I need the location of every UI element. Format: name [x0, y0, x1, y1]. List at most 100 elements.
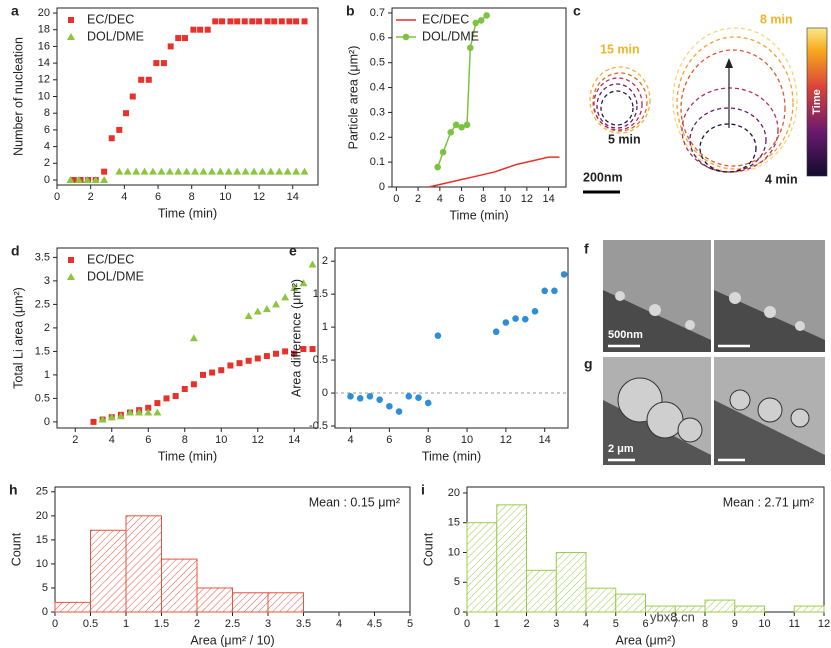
marker [283, 167, 292, 175]
marker [245, 357, 252, 364]
plot-frame [391, 7, 567, 188]
marker [129, 93, 136, 100]
bar [54, 601, 91, 613]
panel-letter: a [11, 3, 19, 19]
marker [182, 167, 191, 175]
legend-label: DOL/DME [87, 29, 144, 43]
x-axis-label: Area (μm²) [616, 633, 676, 647]
marker [236, 360, 243, 367]
x-tick-label: 4 [437, 193, 443, 205]
legend-label: EC/DEC [422, 12, 469, 26]
bar [793, 605, 825, 613]
marker [115, 167, 124, 175]
y-tick-label: -0.5 [309, 420, 328, 432]
marker [227, 18, 234, 25]
legend-marker [68, 257, 74, 263]
x-tick-label: 11 [789, 618, 800, 630]
y-tick-label: 0.7 [370, 7, 385, 19]
scale-bar-label: 2 μm [608, 443, 634, 455]
x-tick-label: 10 [215, 434, 227, 446]
marker [395, 408, 403, 415]
y-tick-label: 0.1 [370, 156, 385, 168]
marker [218, 367, 225, 374]
y-axis-label: Count [421, 532, 435, 566]
y-tick-label: 25 [36, 486, 48, 498]
y-tick-label: 4 [44, 141, 50, 153]
x-tick-label: 4 [336, 618, 342, 630]
marker [463, 121, 471, 129]
x-tick-label: 2 [194, 618, 200, 630]
marker [531, 307, 539, 315]
marker [281, 293, 290, 301]
watermark: ybx8.cn [650, 609, 695, 624]
marker [175, 35, 182, 42]
y-tick-label: 0.5 [35, 392, 50, 404]
marker [100, 175, 109, 183]
marker [250, 167, 259, 175]
marker [90, 418, 97, 425]
y-tick-label: 16 [38, 40, 50, 52]
marker [452, 121, 460, 129]
marker [263, 353, 270, 360]
bar [734, 605, 765, 613]
marker [541, 287, 548, 295]
x-tick-label: 0 [54, 191, 60, 203]
y-tick-label: 0.5 [313, 354, 328, 366]
marker [123, 110, 130, 117]
marker [258, 167, 267, 175]
marker [308, 260, 317, 268]
y-tick-label: 15 [448, 517, 460, 529]
x-tick-label: 2 [523, 618, 529, 630]
y-tick-label: 2 [44, 157, 50, 169]
y-tick-label: 10 [448, 546, 460, 558]
panel-g: g 2 μm [584, 356, 825, 465]
y-tick-label: 10 [38, 90, 50, 102]
marker [286, 18, 293, 25]
marker [291, 350, 298, 357]
x-tick-label: 12 [252, 434, 264, 446]
x-tick-label: 4 [121, 191, 127, 203]
marker [272, 300, 281, 308]
marker [212, 18, 219, 25]
time-label: 15 min [600, 42, 640, 56]
y-axis-label: Count [9, 532, 23, 566]
panel-letter: h [9, 482, 18, 498]
x-tick-label: 0 [52, 618, 58, 630]
x-tick-label: 1.5 [154, 618, 169, 630]
plot-frame [56, 247, 319, 429]
x-tick-label: 0.5 [83, 618, 98, 630]
y-tick-label: 0 [379, 181, 385, 193]
panel-letter: g [584, 356, 593, 372]
panel-letter: c [573, 3, 581, 19]
marker [189, 334, 198, 342]
x-tick-label: 7 [672, 618, 678, 630]
y-axis-label: Particle area (μm²) [346, 46, 360, 150]
y-tick-label: 3.5 [35, 251, 50, 263]
marker [521, 315, 529, 323]
marker [227, 362, 234, 369]
marker [256, 18, 263, 25]
panel-f: f 500nm [584, 240, 825, 352]
marker [98, 415, 107, 423]
marker [249, 18, 256, 25]
bar [90, 529, 127, 613]
marker [551, 287, 558, 295]
marker [447, 129, 455, 136]
marker [107, 413, 116, 421]
x-tick-label: 6 [642, 618, 648, 630]
scale-bar-label: 200nm [583, 170, 623, 184]
marker [199, 167, 208, 175]
x-tick-label: 8 [480, 193, 486, 205]
marker [301, 18, 308, 25]
marker [144, 408, 153, 416]
x-tick-label: 10 [461, 434, 473, 446]
x-tick-label: 3 [265, 618, 271, 630]
marker [190, 26, 197, 33]
marker [126, 408, 135, 416]
marker [278, 18, 285, 25]
y-tick-label: 20 [38, 7, 50, 19]
marker [309, 346, 316, 353]
y-tick-label: 0 [44, 416, 50, 428]
marker [290, 283, 299, 291]
x-axis-label: Time (min) [158, 206, 217, 220]
